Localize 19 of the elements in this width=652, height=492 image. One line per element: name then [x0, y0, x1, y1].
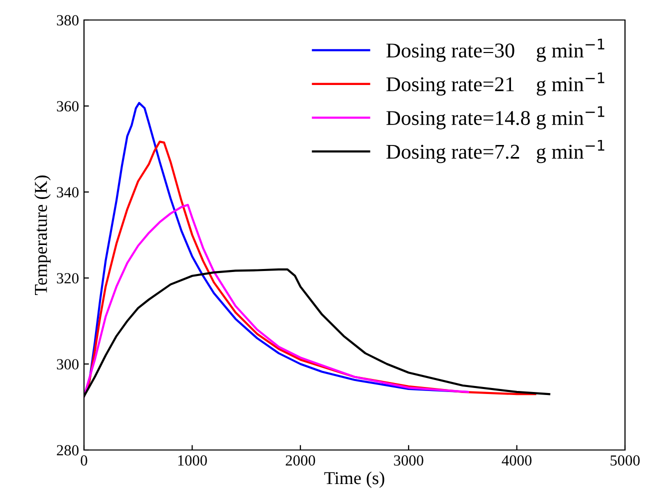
x-tick-label: 5000 — [610, 455, 640, 466]
legend-label: Dosing rate=7.2 g min$^{−1}$ — [386, 140, 604, 164]
y-tick-label: 380 — [56, 15, 79, 26]
legend-label: Dosing rate=30 g min$^{−1}$ — [386, 38, 604, 62]
y-tick-label: 360 — [56, 101, 79, 112]
x-tick-label: 1000 — [178, 455, 207, 466]
x-axis-title: Time (s) — [324, 471, 384, 488]
x-tick-label: 3000 — [394, 455, 424, 466]
x-tick-label: 0 — [80, 455, 88, 466]
x-tick-label: 2000 — [286, 455, 316, 466]
line-series — [84, 204, 470, 398]
legend-label: Dosing rate=14.8 g min$^{−1}$ — [386, 106, 604, 130]
y-tick-label: 320 — [56, 273, 79, 284]
y-tick-label: 340 — [56, 187, 79, 198]
x-tick-label: 4000 — [502, 455, 532, 466]
legend-label: Dosing rate=21 g min$^{−1}$ — [386, 72, 604, 96]
y-tick-label: 300 — [56, 359, 79, 370]
y-axis-title: Temperature (K) — [34, 176, 51, 295]
y-tick-label: 280 — [56, 445, 79, 456]
